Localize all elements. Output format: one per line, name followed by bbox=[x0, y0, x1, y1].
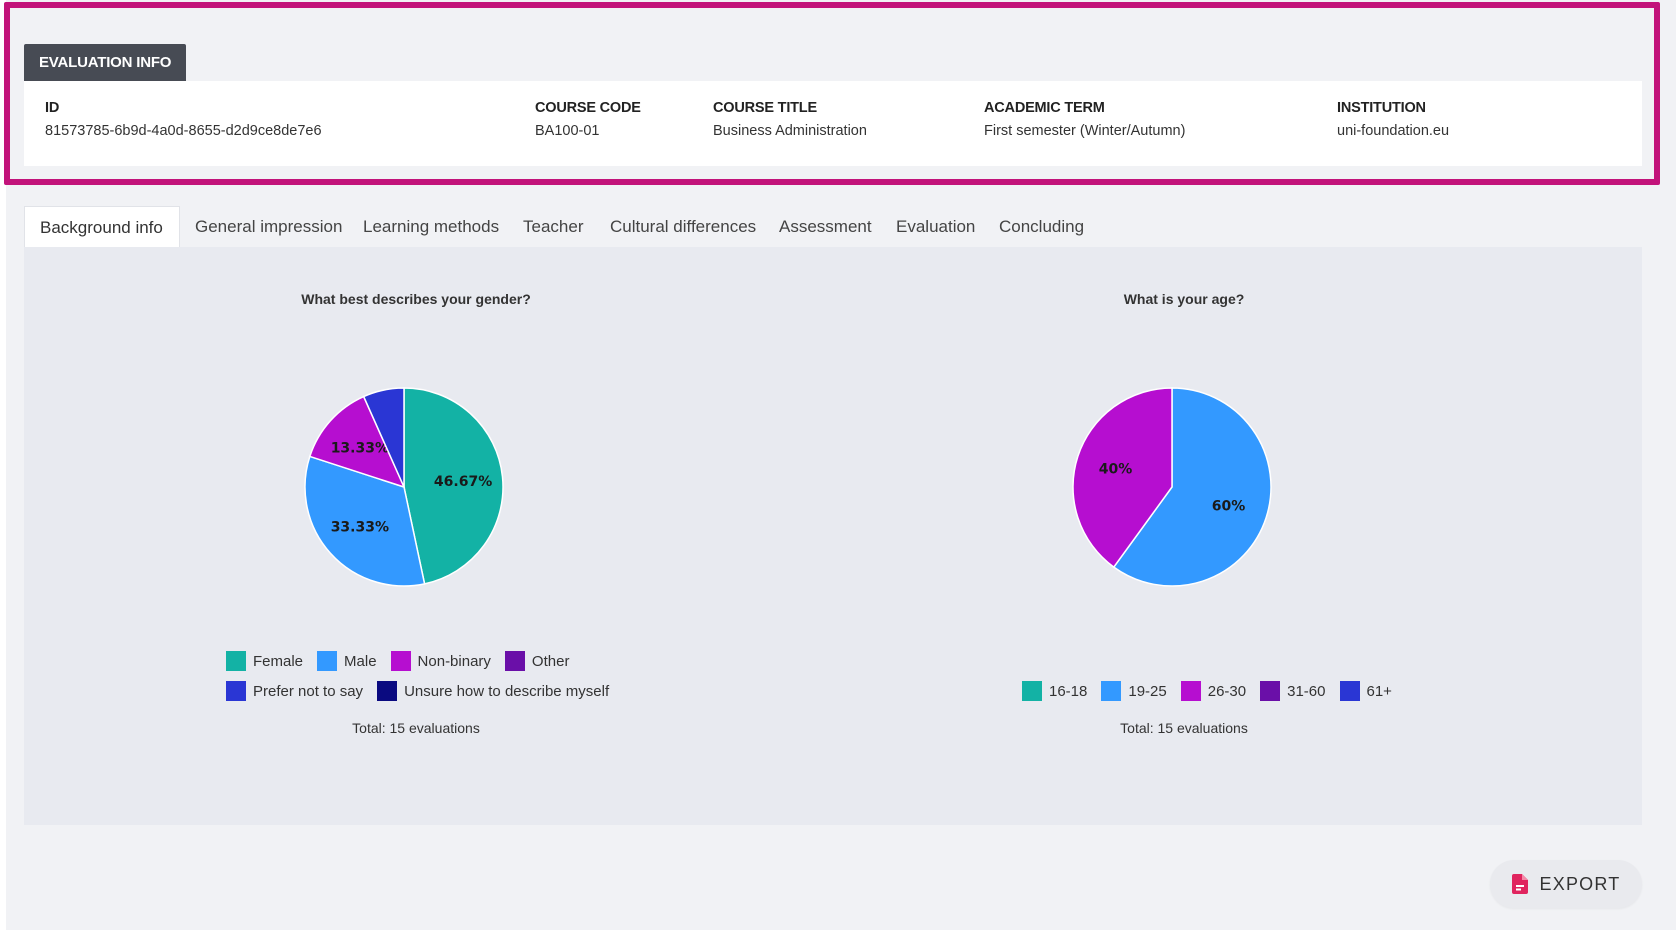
legend-label: Unsure how to describe myself bbox=[404, 682, 610, 700]
legend-label: Female bbox=[253, 652, 304, 670]
legend-swatch bbox=[1101, 681, 1122, 701]
gender-slice-label-0: 46.67% bbox=[434, 474, 492, 490]
evaluation-info-tab: EVALUATION INFO bbox=[24, 44, 187, 81]
legend-label: 16-18 bbox=[1049, 682, 1088, 700]
gender-legend-row-2: Prefer not to say Unsure how to describe… bbox=[226, 681, 609, 701]
legend-item-31-60[interactable]: 31-60 bbox=[1260, 681, 1326, 701]
info-id: ID 81573785-6b9d-4a0d-8655-d2d9ce8de7e6 bbox=[45, 100, 322, 139]
legend-swatch bbox=[317, 651, 338, 671]
tab-cultural-differences[interactable]: Cultural differences bbox=[610, 217, 757, 236]
gender-legend-row-1: Female Male Non-binary Other bbox=[226, 651, 569, 671]
legend-label: 19-25 bbox=[1128, 682, 1167, 700]
info-label: COURSE TITLE bbox=[713, 100, 817, 116]
info-value: Business Administration bbox=[713, 123, 867, 139]
age-slice-2[interactable] bbox=[1072, 387, 1173, 569]
info-label: INSTITUTION bbox=[1337, 100, 1426, 116]
gender-pie-chart: 46.67% 33.33% 13.33% bbox=[304, 387, 504, 587]
legend-swatch bbox=[1339, 681, 1360, 701]
legend-item-19-25[interactable]: 19-25 bbox=[1101, 681, 1167, 701]
legend-item-male[interactable]: Male bbox=[317, 651, 377, 671]
export-button[interactable]: EXPORT bbox=[1490, 860, 1642, 908]
age-slice-label-2: 40% bbox=[1099, 462, 1133, 478]
age-pie-chart: 60% 40% bbox=[1072, 387, 1272, 587]
legend-swatch bbox=[1022, 681, 1042, 701]
legend-item-non-binary[interactable]: Non-binary bbox=[390, 651, 491, 671]
legend-label: 26-30 bbox=[1207, 682, 1247, 700]
info-value: uni-foundation.eu bbox=[1337, 123, 1450, 139]
legend-swatch bbox=[226, 651, 246, 671]
gender-chart-title: What best describes your gender? bbox=[301, 291, 531, 307]
legend-item-unsure[interactable]: Unsure how to describe myself bbox=[377, 681, 609, 701]
age-slice-1[interactable] bbox=[1112, 387, 1272, 587]
legend-item-prefer-not-to-say[interactable]: Prefer not to say bbox=[226, 681, 363, 701]
legend-item-female[interactable]: Female bbox=[226, 651, 303, 671]
tab-evaluation[interactable]: Evaluation bbox=[896, 217, 976, 236]
legend-swatch bbox=[1180, 681, 1201, 701]
legend-swatch bbox=[504, 651, 525, 671]
pdf-file-icon bbox=[1511, 874, 1528, 894]
legend-item-61-plus[interactable]: 61+ bbox=[1339, 681, 1392, 701]
gender-slice-2[interactable] bbox=[308, 395, 406, 489]
legend-swatch bbox=[1260, 681, 1281, 701]
legend-label: 31-60 bbox=[1287, 682, 1326, 700]
gender-slice-1[interactable] bbox=[304, 455, 426, 587]
tab-learning-methods[interactable]: Learning methods bbox=[363, 217, 500, 236]
info-label: ID bbox=[45, 100, 60, 116]
legend-swatch bbox=[377, 681, 398, 701]
gender-total: Total: 15 evaluations bbox=[352, 720, 480, 736]
legend-label: 61+ bbox=[1366, 682, 1392, 700]
age-slice-label-1: 60% bbox=[1212, 498, 1246, 514]
info-academic-term: ACADEMIC TERM First semester (Winter/Aut… bbox=[984, 100, 1185, 139]
gender-slice-label-2: 13.33% bbox=[331, 440, 389, 456]
age-total: Total: 15 evaluations bbox=[1120, 720, 1248, 736]
info-institution: INSTITUTION uni-foundation.eu bbox=[1337, 100, 1449, 139]
legend-swatch bbox=[226, 681, 246, 701]
info-label: COURSE CODE bbox=[535, 100, 641, 116]
legend-label: Other bbox=[531, 652, 570, 670]
info-course-title: COURSE TITLE Business Administration bbox=[713, 100, 867, 139]
tab-teacher[interactable]: Teacher bbox=[523, 217, 584, 236]
gender-slice-0[interactable] bbox=[403, 387, 504, 585]
tab-assessment[interactable]: Assessment bbox=[779, 217, 872, 236]
age-legend-row: 16-18 19-25 26-30 31-60 61+ bbox=[1022, 681, 1392, 701]
evaluation-info-card: ID 81573785-6b9d-4a0d-8655-d2d9ce8de7e6 … bbox=[24, 81, 1642, 166]
legend-swatch bbox=[390, 651, 411, 671]
charts-panel: What best describes your gender? 46.67% 3… bbox=[24, 247, 1642, 825]
legend-label: Prefer not to say bbox=[253, 682, 364, 700]
tab-background-info[interactable]: Background info bbox=[24, 206, 180, 248]
info-value: BA100-01 bbox=[535, 123, 600, 139]
info-label: ACADEMIC TERM bbox=[984, 100, 1105, 116]
info-course-code: COURSE CODE BA100-01 bbox=[535, 100, 641, 139]
legend-item-other[interactable]: Other bbox=[504, 651, 570, 671]
age-chart-title: What is your age? bbox=[1123, 291, 1245, 307]
legend-label: Male bbox=[344, 652, 377, 670]
export-label: EXPORT bbox=[1539, 873, 1621, 894]
gender-slice-label-1: 33.33% bbox=[331, 520, 389, 536]
legend-item-16-18[interactable]: 16-18 bbox=[1022, 681, 1087, 701]
tab-concluding[interactable]: Concluding bbox=[999, 217, 1085, 236]
gender-slice-4[interactable] bbox=[362, 387, 405, 488]
legend-item-26-30[interactable]: 26-30 bbox=[1180, 681, 1247, 701]
legend-label: Non-binary bbox=[417, 652, 491, 670]
info-value: 81573785-6b9d-4a0d-8655-d2d9ce8de7e6 bbox=[45, 123, 322, 139]
tab-general-impression[interactable]: General impression bbox=[195, 217, 343, 236]
info-value: First semester (Winter/Autumn) bbox=[984, 123, 1186, 139]
